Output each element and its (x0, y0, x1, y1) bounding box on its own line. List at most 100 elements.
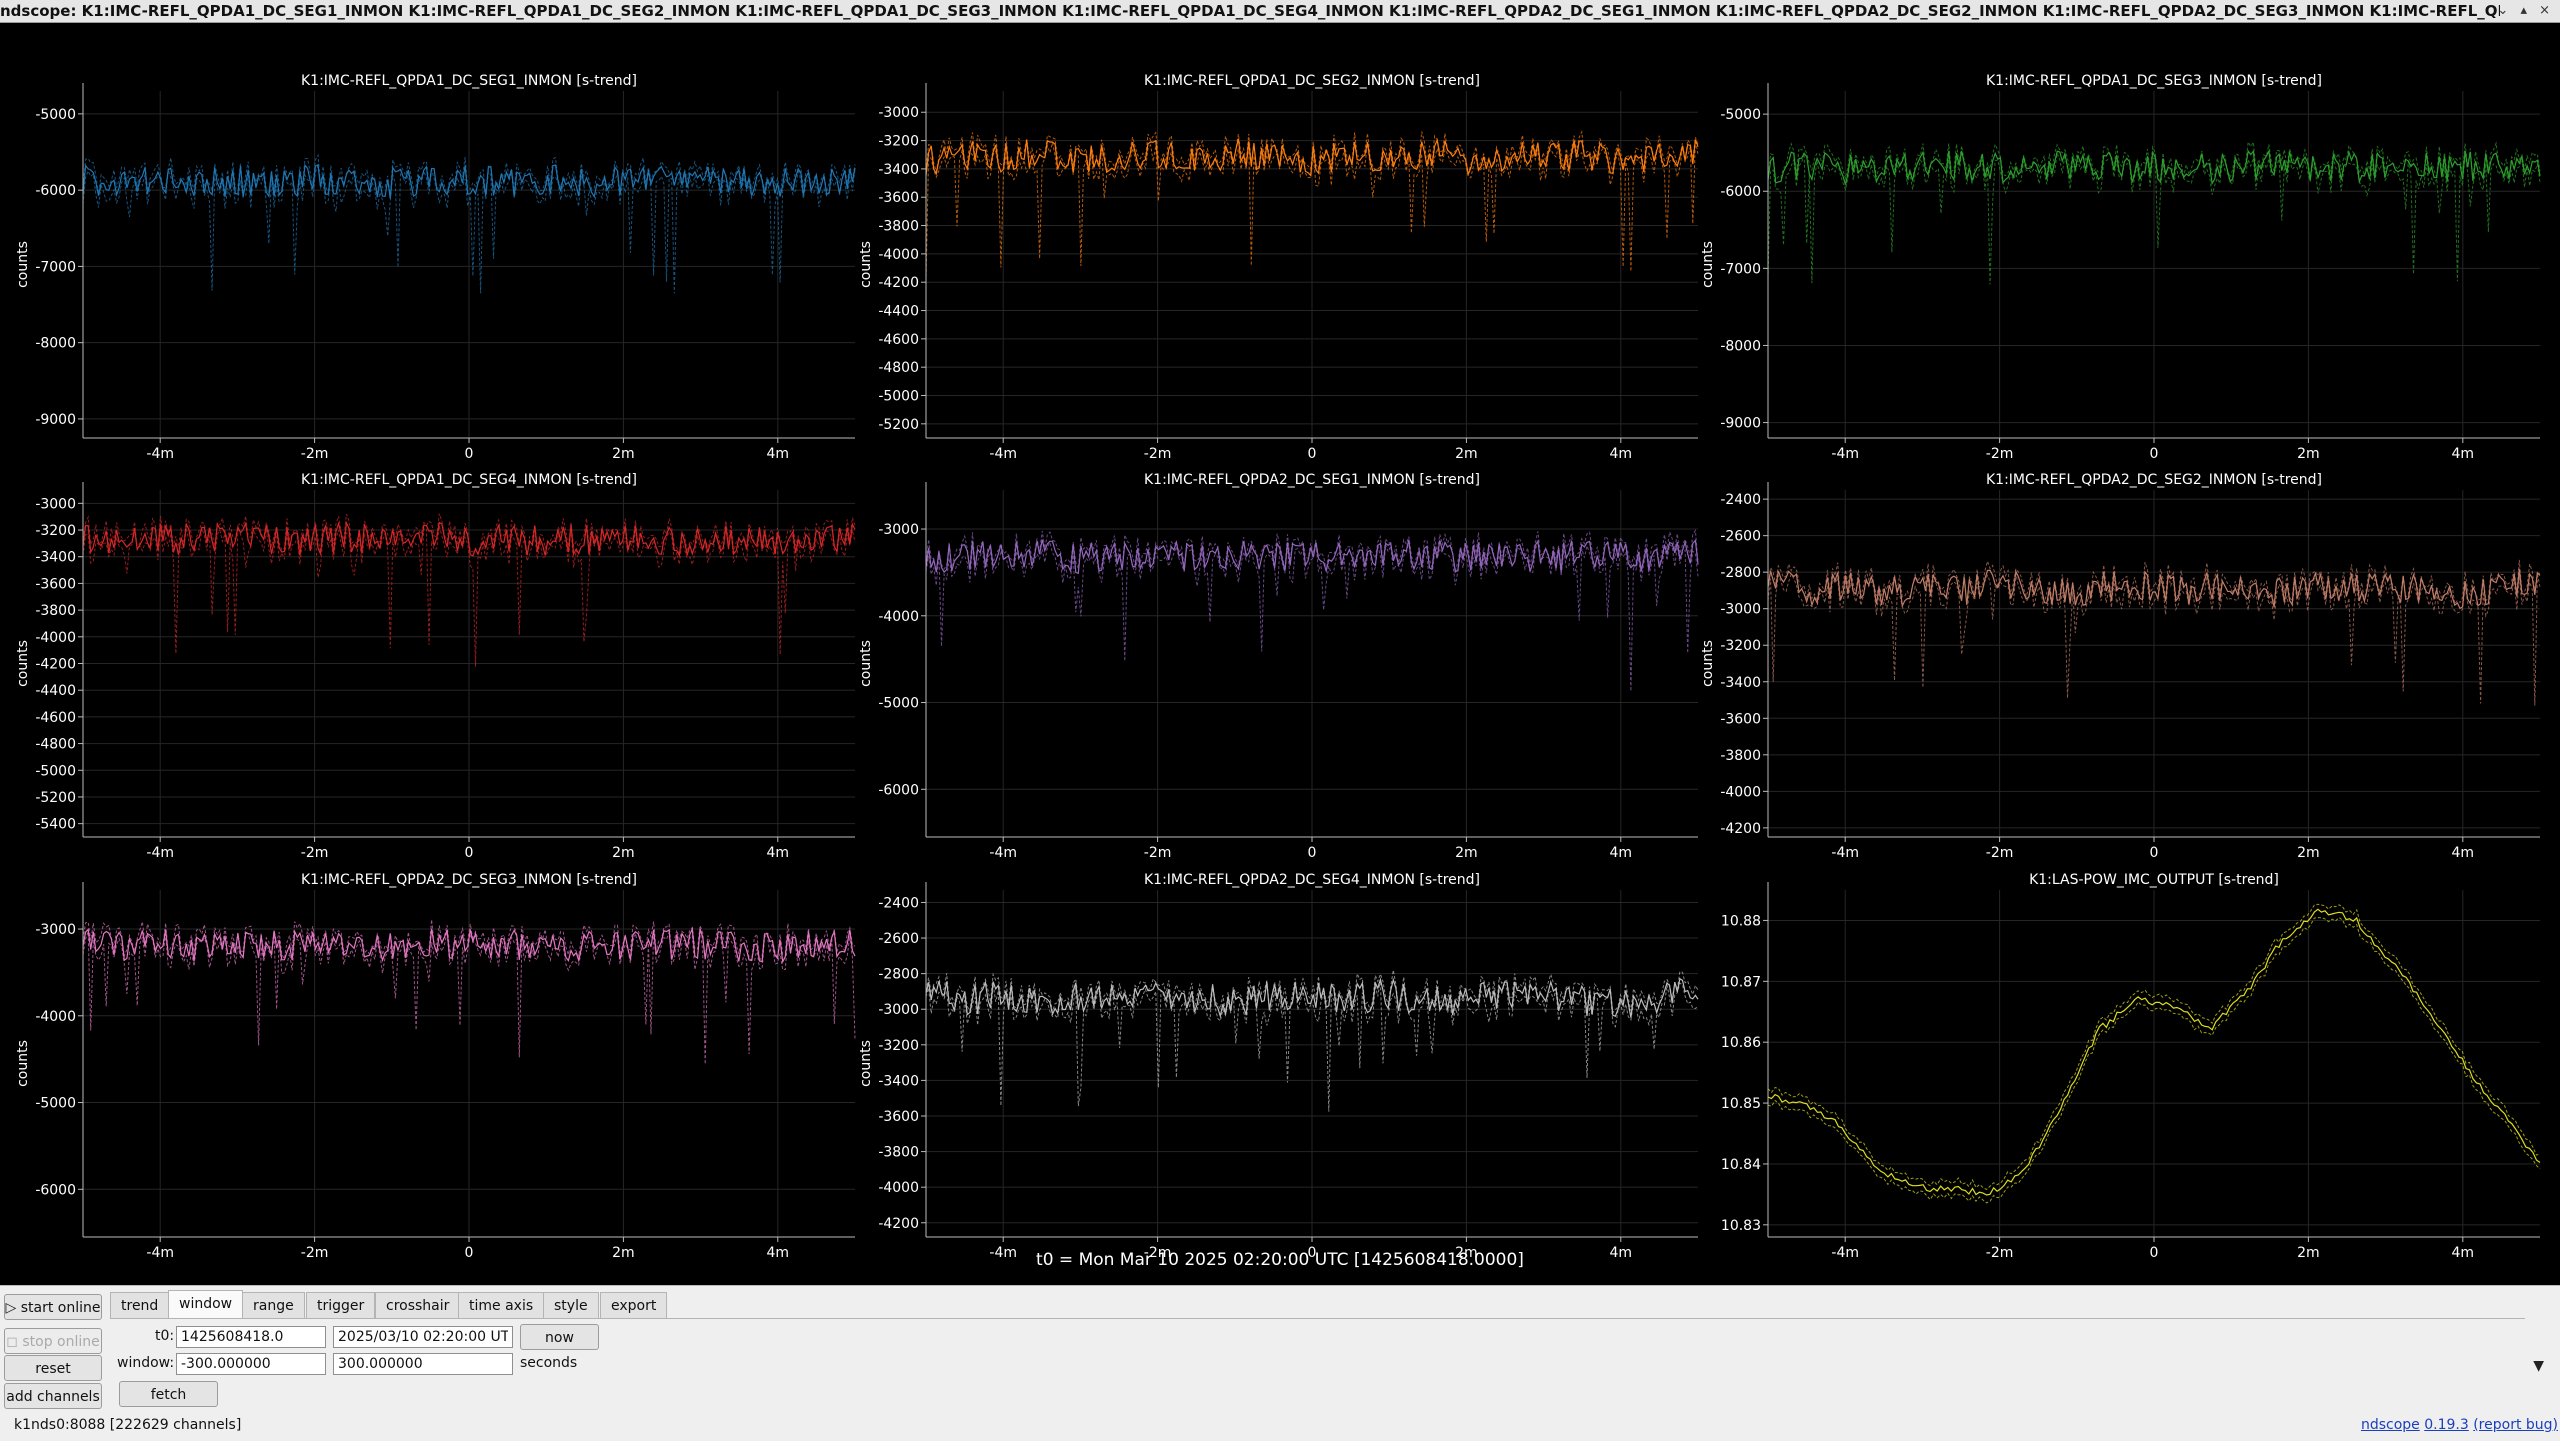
x-tick-label: 0 (465, 845, 474, 861)
y-tick-label: -3000 (878, 522, 919, 538)
window-control-buttons[interactable]: ⌄ ▴ × (2497, 3, 2554, 18)
tab-export[interactable]: export (600, 1292, 668, 1318)
y-tick-label: 10.86 (1721, 1035, 1761, 1051)
plot-panel[interactable]: -2400 -2600 -2800 -3000 -3200 -3400 -3600 -3800… (858, 872, 1699, 1261)
y-tick-label: 10.87 (1721, 974, 1761, 990)
y-tick-label: -3000 (1720, 602, 1761, 618)
window-unit-label: seconds (520, 1355, 578, 1371)
x-tick-label: 4m (1610, 446, 1633, 462)
add-channels-button[interactable]: add channels (4, 1383, 102, 1409)
start-online-button[interactable]: ▷ start online (4, 1294, 102, 1320)
series-mean-trace (82, 520, 856, 558)
x-tick-label: 4m (767, 446, 790, 462)
plot-title: K1:IMC-REFL_QPDA2_DC_SEG1_INMON [s-trend… (1144, 472, 1480, 488)
y-tick-label: -4200 (35, 657, 76, 673)
stop-online-button[interactable]: ◻ stop online (4, 1328, 102, 1354)
y-tick-label: -3200 (878, 134, 919, 150)
title-bar: ndscope: K1:IMC-REFL_QPDA1_DC_SEG1_INMON… (0, 0, 2560, 23)
x-tick-label: 2m (1455, 446, 1478, 462)
x-tick-label: -4m (146, 446, 174, 462)
x-tick-label: 2m (612, 845, 635, 861)
tab-trigger[interactable]: trigger (306, 1292, 376, 1318)
about-info: ndscope 0.19.3 (report bug) (2361, 1417, 2558, 1433)
y-tick-label: -3000 (878, 105, 919, 121)
y-tick-label: -5200 (35, 790, 76, 806)
tab-range[interactable]: range (242, 1292, 305, 1318)
window-title: ndscope: K1:IMC-REFL_QPDA1_DC_SEG1_INMON… (0, 2, 2500, 20)
y-tick-label: -5000 (35, 763, 76, 779)
plot-title: K1:IMC-REFL_QPDA2_DC_SEG2_INMON [s-trend… (1986, 472, 2322, 488)
plot-title: K1:IMC-REFL_QPDA2_DC_SEG4_INMON [s-trend… (1144, 872, 1480, 888)
series-mean-trace (925, 977, 1699, 1019)
y-axis-label: counts (858, 640, 874, 687)
plot-panel[interactable]: -3000 -4000 -5000 -6000 -4m -2m 0 2m 4m K1:IMC-RE… (15, 872, 856, 1261)
y-axis-label: counts (1700, 241, 1716, 288)
series-mean-trace (82, 163, 856, 199)
tab-style[interactable]: style (543, 1292, 599, 1318)
window-start-input[interactable] (176, 1353, 326, 1375)
x-tick-label: -2m (1986, 845, 2014, 861)
y-tick-label: -6000 (1720, 184, 1761, 200)
now-button[interactable]: now (520, 1324, 599, 1350)
series-min-trace (1767, 573, 2541, 706)
plot-panel[interactable]: -5000 -6000 -7000 -8000 -9000 -4m -2m 0 2m 4m K1:I… (1700, 73, 2541, 462)
series-max-trace (1767, 140, 2541, 182)
x-tick-label: 4m (1610, 845, 1633, 861)
x-tick-label: 0 (1308, 845, 1317, 861)
ndscope-link[interactable]: ndscope (2360, 1417, 2420, 1433)
t0-gps-input[interactable] (176, 1326, 326, 1348)
expand-arrow-icon[interactable]: ▼ (2533, 1358, 2544, 1374)
x-tick-label: 4m (2452, 845, 2475, 861)
y-tick-label: -3800 (878, 1145, 919, 1161)
y-tick-label: -4400 (35, 683, 76, 699)
tab-window[interactable]: window (168, 1290, 244, 1318)
y-tick-label: -6000 (878, 782, 919, 798)
report-bug-link[interactable]: (report bug) (2473, 1417, 2558, 1433)
y-tick-label: -5000 (878, 696, 919, 712)
series-min-trace (925, 979, 1699, 1112)
stop-icon: ◻ (6, 1334, 18, 1350)
t0-utc-input[interactable] (333, 1326, 513, 1348)
y-tick-label: -2600 (1720, 529, 1761, 545)
plot-panel[interactable]: -3000 -3200 -3400 -3600 -3800 -4000 -4200 -4400… (15, 472, 856, 861)
plot-panel[interactable]: -3000 -3200 -3400 -3600 -3800 -4000 -4200 -4400… (858, 73, 1699, 462)
y-tick-label: -9000 (35, 412, 76, 428)
y-tick-label: -3600 (35, 576, 76, 592)
plot-panel[interactable]: -5000 -6000 -7000 -8000 -9000 -4m -2m 0 2m 4m K1:I… (15, 73, 856, 462)
plot-panel[interactable]: 10.83 10.84 10.85 10.86 10.87 10.88 -4m -2m 0 2m 4… (1721, 872, 2541, 1261)
y-tick-label: -4000 (35, 630, 76, 646)
x-tick-label: -4m (146, 1245, 174, 1261)
y-tick-label: -3400 (1720, 675, 1761, 691)
x-tick-label: -4m (1831, 845, 1859, 861)
y-tick-label: -3600 (1720, 711, 1761, 727)
x-tick-label: 0 (465, 1245, 474, 1261)
version-link[interactable]: 0.19.3 (2424, 1417, 2469, 1433)
plot-title: K1:IMC-REFL_QPDA1_DC_SEG3_INMON [s-trend… (1986, 73, 2322, 89)
series-max-trace (925, 129, 1699, 174)
tab-trend[interactable]: trend (110, 1292, 170, 1318)
series-max-trace (925, 529, 1699, 572)
y-tick-label: -4000 (1720, 784, 1761, 800)
plot-panel[interactable]: -3000 -4000 -5000 -6000 -4m -2m 0 2m 4m K1:IMC-RE… (858, 472, 1699, 861)
window-end-input[interactable] (333, 1353, 513, 1375)
series-mean-trace (925, 538, 1699, 575)
reset-button[interactable]: reset (4, 1355, 102, 1381)
y-tick-label: -2800 (878, 967, 919, 983)
x-tick-label: 4m (767, 1245, 790, 1261)
plot-title: K1:IMC-REFL_QPDA2_DC_SEG3_INMON [s-trend… (301, 872, 637, 888)
y-tick-label: -4800 (878, 360, 919, 376)
plots-canvas[interactable]: -5000 -6000 -7000 -8000 -9000 -4m -2m 0 2m 4m K1:I… (0, 23, 2560, 1285)
series-mean-trace (1767, 908, 2541, 1196)
fetch-button[interactable]: fetch (119, 1381, 218, 1407)
x-tick-label: -2m (1144, 1245, 1172, 1261)
x-tick-label: 2m (2297, 845, 2320, 861)
x-tick-label: 4m (2452, 1245, 2475, 1261)
x-tick-label: -2m (301, 845, 329, 861)
series-mean-trace (925, 137, 1699, 177)
tab-crosshair[interactable]: crosshair (375, 1292, 461, 1318)
plot-panel[interactable]: -2400 -2600 -2800 -3000 -3200 -3400 -3600 -3800… (1700, 472, 2541, 861)
y-tick-label: -4000 (35, 1009, 76, 1025)
y-tick-label: -3800 (878, 219, 919, 235)
x-tick-label: -4m (989, 845, 1017, 861)
tab-time-axis[interactable]: time axis (458, 1292, 545, 1318)
